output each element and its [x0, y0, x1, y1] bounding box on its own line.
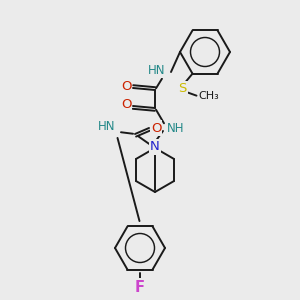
Text: HN: HN	[98, 121, 115, 134]
Text: S: S	[178, 82, 187, 95]
Text: F: F	[135, 280, 145, 295]
Text: O: O	[121, 80, 131, 94]
Text: HN: HN	[148, 64, 165, 77]
Text: N: N	[150, 140, 160, 154]
Text: CH₃: CH₃	[199, 91, 219, 101]
Text: O: O	[121, 98, 131, 112]
Text: O: O	[151, 122, 161, 134]
Text: NH: NH	[167, 122, 184, 136]
